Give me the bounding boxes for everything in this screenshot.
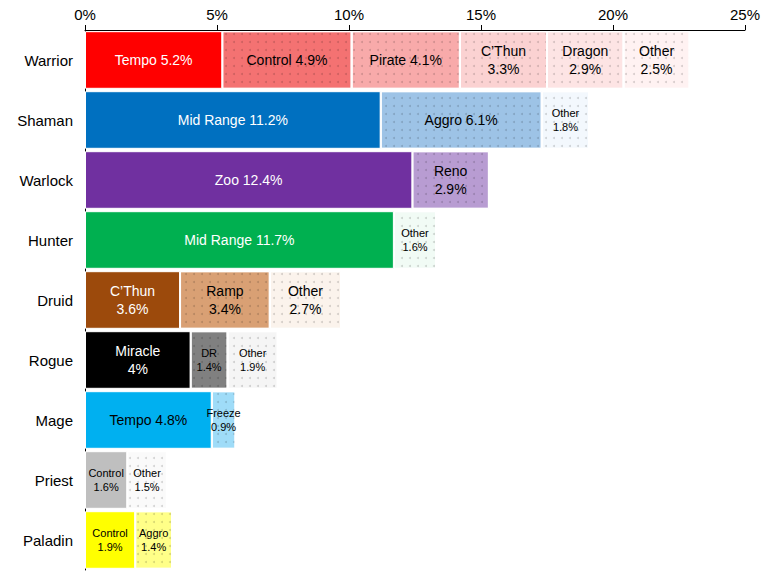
svg-text:15%: 15%: [466, 6, 496, 23]
svg-text:Other: Other: [401, 227, 429, 239]
svg-text:Tempo 4.8%: Tempo 4.8%: [109, 412, 187, 428]
svg-text:Control: Control: [88, 467, 123, 479]
svg-text:Control 4.9%: Control 4.9%: [246, 52, 327, 68]
svg-text:Other: Other: [639, 43, 674, 59]
svg-text:Rogue: Rogue: [29, 352, 73, 369]
svg-text:Ramp: Ramp: [206, 283, 244, 299]
svg-text:1.8%: 1.8%: [553, 121, 578, 133]
svg-text:Shaman: Shaman: [17, 112, 73, 129]
svg-text:5%: 5%: [206, 6, 228, 23]
svg-text:Hunter: Hunter: [28, 232, 73, 249]
svg-text:1.5%: 1.5%: [135, 481, 160, 493]
svg-text:10%: 10%: [334, 6, 364, 23]
svg-text:2.5%: 2.5%: [641, 61, 673, 77]
svg-text:C’Thun: C’Thun: [110, 283, 155, 299]
svg-text:Mage: Mage: [35, 412, 73, 429]
svg-text:Warlock: Warlock: [19, 172, 73, 189]
svg-text:Druid: Druid: [37, 292, 73, 309]
svg-text:2.9%: 2.9%: [435, 181, 467, 197]
svg-text:2.7%: 2.7%: [289, 301, 321, 317]
svg-text:25%: 25%: [730, 6, 760, 23]
svg-text:Mid Range 11.2%: Mid Range 11.2%: [178, 112, 288, 128]
svg-text:1.6%: 1.6%: [402, 241, 427, 253]
svg-text:2.9%: 2.9%: [569, 61, 601, 77]
svg-text:Other: Other: [288, 283, 323, 299]
svg-text:Priest: Priest: [35, 472, 74, 489]
svg-text:1.4%: 1.4%: [141, 541, 166, 553]
svg-text:Reno: Reno: [434, 163, 468, 179]
svg-text:Aggro: Aggro: [139, 527, 168, 539]
svg-text:1.9%: 1.9%: [98, 541, 123, 553]
svg-text:Other: Other: [239, 347, 267, 359]
svg-text:C’Thun: C’Thun: [481, 43, 526, 59]
svg-text:1.9%: 1.9%: [240, 361, 265, 373]
svg-text:Other: Other: [552, 107, 580, 119]
svg-text:Mid Range 11.7%: Mid Range 11.7%: [184, 232, 294, 248]
svg-text:3.4%: 3.4%: [209, 301, 241, 317]
svg-text:20%: 20%: [598, 6, 628, 23]
svg-text:Pirate 4.1%: Pirate 4.1%: [370, 52, 442, 68]
svg-text:0%: 0%: [74, 6, 96, 23]
svg-text:Other: Other: [133, 467, 161, 479]
svg-text:Warrior: Warrior: [24, 52, 73, 69]
svg-text:3.6%: 3.6%: [117, 301, 149, 317]
svg-text:Tempo 5.2%: Tempo 5.2%: [115, 52, 193, 68]
svg-text:1.4%: 1.4%: [197, 361, 222, 373]
svg-text:Zoo 12.4%: Zoo 12.4%: [215, 172, 283, 188]
svg-text:Aggro 6.1%: Aggro 6.1%: [425, 112, 498, 128]
svg-text:4%: 4%: [128, 361, 148, 377]
svg-text:Freeze: Freeze: [206, 407, 240, 419]
svg-text:1.6%: 1.6%: [94, 481, 119, 493]
svg-text:Miracle: Miracle: [115, 343, 160, 359]
svg-text:0.9%: 0.9%: [211, 421, 236, 433]
svg-text:Paladin: Paladin: [23, 532, 73, 549]
svg-text:Control: Control: [92, 527, 127, 539]
svg-text:Dragon: Dragon: [562, 43, 608, 59]
svg-text:DR: DR: [201, 347, 217, 359]
svg-text:3.3%: 3.3%: [487, 61, 519, 77]
